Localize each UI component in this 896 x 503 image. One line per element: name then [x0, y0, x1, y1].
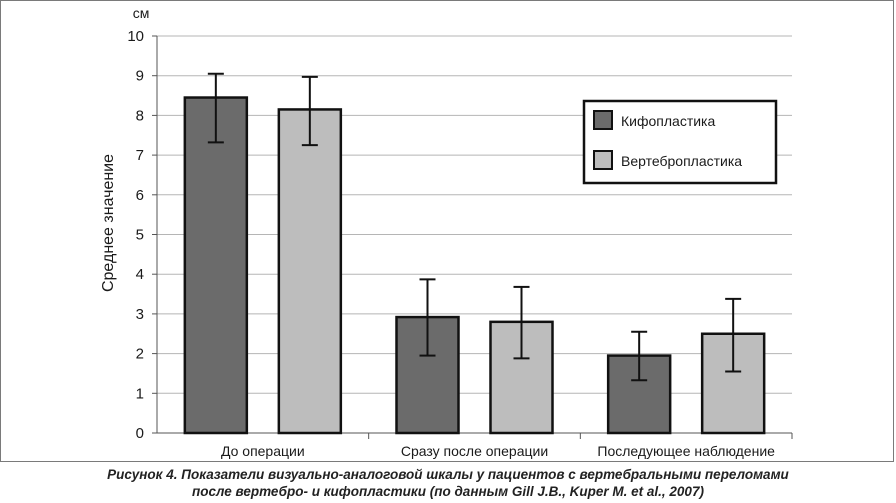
x-tick-label: До операции	[221, 443, 305, 459]
x-tick-label: Последующее наблюдение	[597, 443, 775, 459]
error-bars	[207, 72, 742, 382]
y-axis-label: Среднее значение	[100, 154, 117, 292]
legend: Кифопластика Вертебропластика	[582, 99, 778, 185]
bar	[183, 96, 249, 435]
y-tick-label: 10	[127, 28, 144, 45]
bar	[277, 108, 343, 435]
y-tick-label: 4	[136, 266, 144, 283]
y-tick-label: 0	[136, 425, 144, 442]
figure-caption: Рисунок 4. Показатели визуально-аналогов…	[0, 466, 896, 500]
y-tick-label: 6	[136, 187, 144, 204]
caption-line-1: Рисунок 4. Показатели визуально-аналогов…	[107, 467, 789, 482]
y-tick-label: 9	[136, 68, 144, 85]
y-unit-label: см	[133, 5, 150, 21]
caption-line-2: после вертебро- и кифопластики (по данны…	[192, 484, 704, 499]
y-tick-label: 5	[136, 227, 144, 244]
grid	[157, 35, 792, 394]
y-tick-label: 7	[136, 147, 144, 164]
legend-label-kyphoplasty: Кифопластика	[621, 113, 715, 129]
x-tick-label: Сразу после операции	[401, 443, 548, 459]
bars	[183, 96, 766, 435]
x-ticks: До операции Сразу после операции Последующ…	[221, 433, 793, 459]
y-tick-label: 1	[136, 385, 144, 402]
bar	[395, 315, 460, 435]
y-tick-label: 8	[136, 107, 144, 124]
y-ticks: 0 1 2 3 4 5 6 7 8 9 10	[127, 28, 157, 442]
bar	[489, 320, 554, 435]
y-tick-label: 3	[136, 306, 144, 323]
legend-swatch-vertebroplasty	[593, 150, 613, 170]
legend-box	[582, 99, 778, 185]
legend-swatch-kyphoplasty	[593, 110, 613, 130]
y-tick-label: 2	[136, 346, 144, 363]
legend-label-vertebroplasty: Вертебропластика	[621, 153, 742, 169]
chart: 0 1 2 3 4 5 6 7 8 9 10 До операции Сразу после опер…	[100, 5, 793, 459]
chart-frame	[0, 0, 894, 462]
